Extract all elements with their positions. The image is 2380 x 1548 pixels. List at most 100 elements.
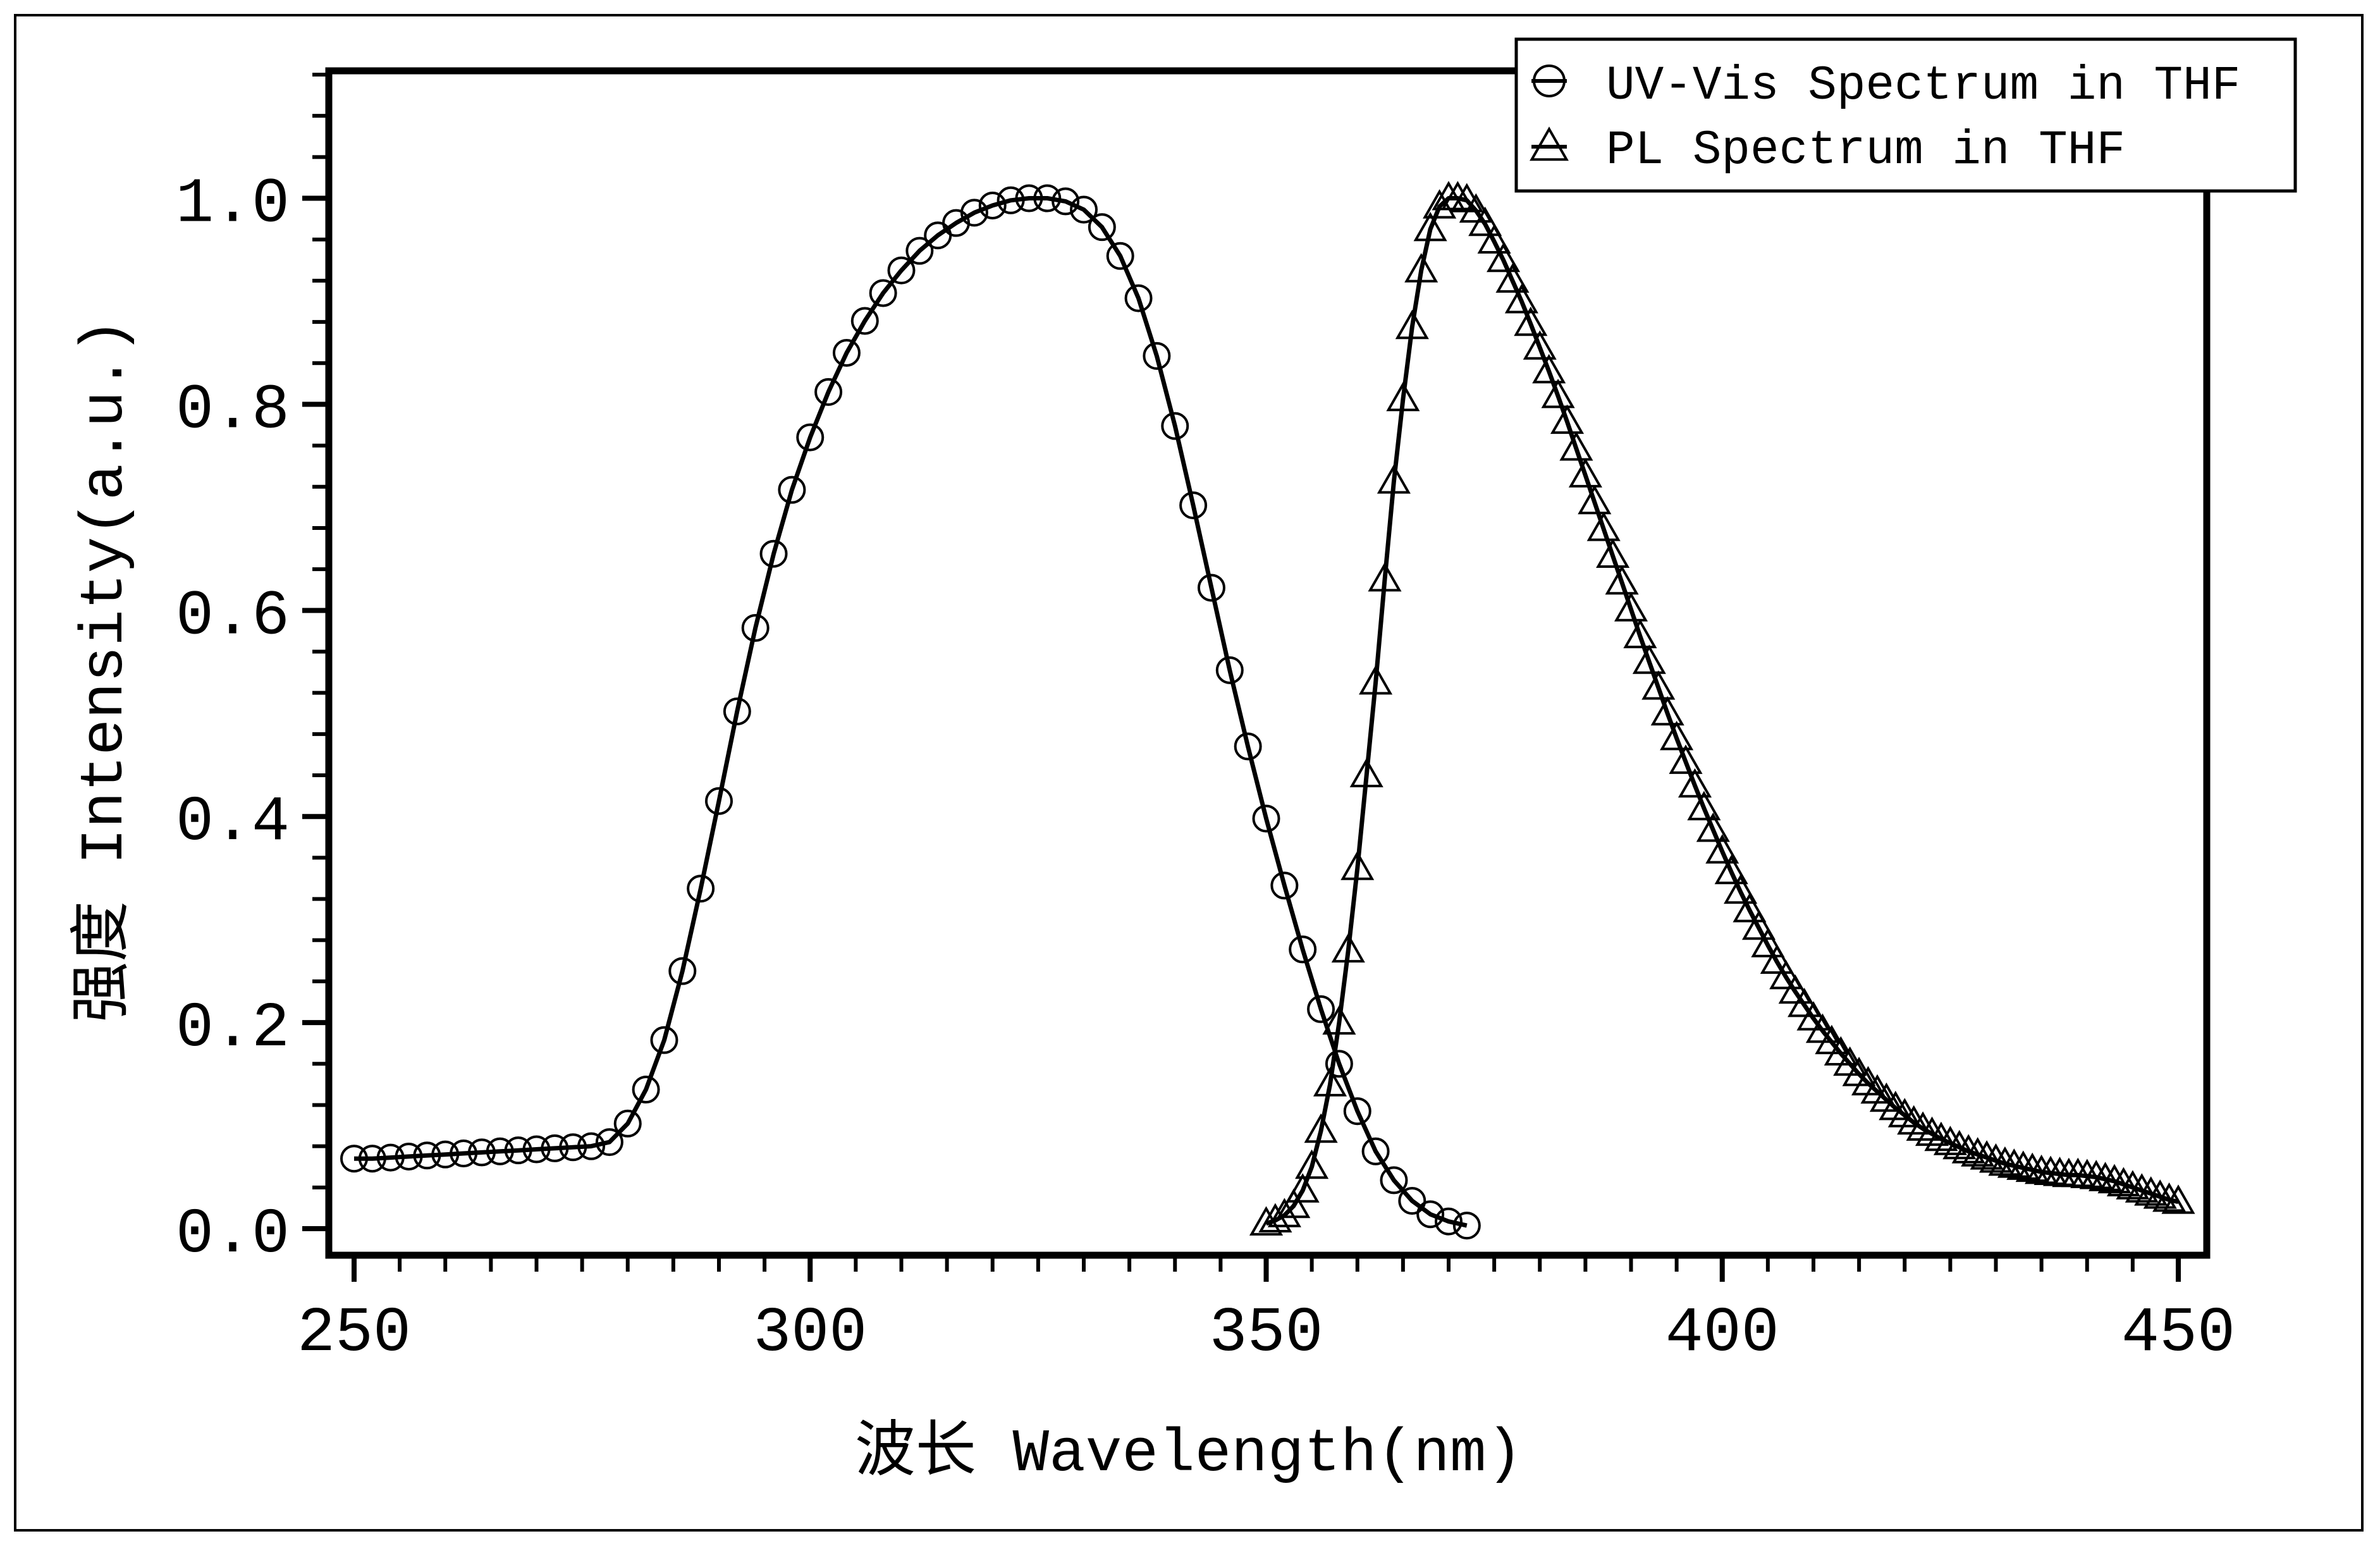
data-point-pl <box>2015 1152 2049 1182</box>
data-point-uvvis <box>358 1145 386 1173</box>
y-tick-label: 0.4 <box>176 787 290 859</box>
data-point-pl <box>1897 1105 1931 1135</box>
data-point-uvvis <box>1161 412 1189 440</box>
data-point-uvvis <box>1015 184 1043 212</box>
data-point-pl <box>1669 744 1703 774</box>
data-point-pl <box>1495 263 1530 293</box>
data-point-pl <box>1714 854 1748 885</box>
data-point-uvvis <box>1270 871 1299 900</box>
data-point-pl <box>1477 224 1511 254</box>
data-point-pl <box>1368 562 1402 592</box>
data-point-pl <box>1267 1198 1301 1227</box>
data-point-pl <box>1687 790 1721 821</box>
data-point-pl <box>1632 644 1666 674</box>
data-point-uvvis <box>431 1140 460 1169</box>
data-point-uvvis <box>796 423 825 452</box>
data-point-uvvis <box>1361 1137 1390 1165</box>
data-point-pl <box>1404 253 1438 283</box>
data-point-uvvis <box>1234 732 1262 761</box>
data-point-pl <box>1586 512 1621 541</box>
data-point-uvvis <box>340 1145 368 1173</box>
data-point-uvvis <box>759 539 788 568</box>
data-point-pl <box>1340 851 1375 880</box>
data-point-uvvis <box>522 1135 551 1164</box>
data-point-pl <box>1733 893 1767 923</box>
data-point-uvvis <box>1416 1200 1445 1229</box>
data-point-pl <box>2106 1167 2140 1196</box>
data-point-uvvis <box>1252 804 1280 833</box>
data-point-uvvis <box>1124 284 1153 312</box>
y-tick-label: 0.2 <box>176 993 290 1065</box>
data-point-uvvis <box>413 1141 441 1170</box>
data-point-uvvis <box>814 378 843 406</box>
data-point-pl <box>1359 665 1393 695</box>
data-point-uvvis <box>1052 187 1080 216</box>
data-point-uvvis <box>887 256 916 285</box>
data-point-uvvis <box>577 1132 606 1160</box>
data-point-pl <box>2006 1150 2040 1180</box>
data-point-pl <box>2134 1176 2168 1206</box>
data-point-uvvis <box>541 1134 569 1162</box>
data-point-pl <box>1487 242 1521 273</box>
data-point-pl <box>1413 211 1447 242</box>
data-point-uvvis <box>1106 242 1134 270</box>
data-point-pl <box>2097 1164 2132 1194</box>
data-point-uvvis <box>450 1140 478 1168</box>
data-point-uvvis <box>1070 195 1098 224</box>
data-point-uvvis <box>632 1076 660 1104</box>
data-point-uvvis <box>650 1026 678 1054</box>
x-tick-label: 350 <box>1209 1298 1323 1370</box>
legend-marker-pl <box>1530 126 1569 161</box>
data-point-pl <box>1285 1173 1320 1203</box>
x-tick-label: 250 <box>297 1298 411 1370</box>
y-tick-label: 0.0 <box>176 1200 290 1271</box>
data-point-pl <box>1304 1113 1338 1143</box>
data-point-pl <box>2125 1173 2159 1203</box>
legend-label-pl: PL Spectrum in THF <box>1606 123 2125 178</box>
data-point-uvvis <box>1197 574 1225 602</box>
data-point-pl <box>1997 1148 2031 1178</box>
data-point-uvvis <box>1215 656 1244 684</box>
data-point-pl <box>1760 944 1794 974</box>
data-point-uvvis <box>395 1142 423 1170</box>
data-point-uvvis <box>869 279 897 307</box>
data-point-pl <box>1751 928 1785 957</box>
data-point-pl <box>1578 484 1612 515</box>
data-point-pl <box>1614 592 1648 622</box>
data-point-uvvis <box>376 1143 405 1172</box>
data-point-pl <box>1541 378 1575 408</box>
data-point-pl <box>1349 758 1383 787</box>
data-point-pl <box>2143 1179 2177 1209</box>
data-point-pl <box>1906 1111 1940 1141</box>
data-point-pl <box>1623 618 1657 649</box>
data-point-pl <box>1523 330 1557 360</box>
data-point-pl <box>1550 404 1585 434</box>
data-point-uvvis <box>832 338 861 367</box>
legend-marker-uvvis <box>1533 64 1566 97</box>
data-point-pl <box>2089 1162 2123 1191</box>
data-point-pl <box>1951 1134 1985 1164</box>
data-point-pl <box>1741 910 1776 940</box>
axis-labels: 波长 Wavelength(nm) 强度 Intensity(a.u.) <box>70 318 1523 1489</box>
data-point-pl <box>1724 874 1758 904</box>
data-point-uvvis <box>1398 1187 1426 1215</box>
data-point-uvvis <box>1307 995 1335 1023</box>
series-line-pl <box>1265 196 2179 1226</box>
data-point-pl <box>1641 670 1676 700</box>
data-point-pl <box>1961 1137 1995 1167</box>
series-line-uvvis <box>354 196 1468 1228</box>
data-point-uvvis <box>1343 1097 1371 1126</box>
data-point-uvvis <box>905 236 934 265</box>
data-point-pl <box>1915 1116 1949 1146</box>
data-point-pl <box>1331 933 1365 963</box>
data-point-pl <box>1696 812 1730 842</box>
x-tick-label: 400 <box>1665 1298 1779 1370</box>
data-point-pl <box>2079 1160 2113 1189</box>
data-point-pl <box>1605 565 1639 595</box>
figure-frame <box>14 14 2364 1532</box>
data-point-uvvis <box>1143 341 1171 370</box>
data-point-uvvis <box>978 191 1007 219</box>
data-point-pl <box>1970 1140 2004 1170</box>
data-point-uvvis <box>504 1136 532 1165</box>
